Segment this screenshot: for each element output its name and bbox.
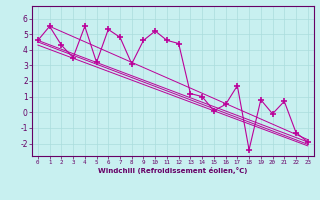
X-axis label: Windchill (Refroidissement éolien,°C): Windchill (Refroidissement éolien,°C) bbox=[98, 167, 247, 174]
